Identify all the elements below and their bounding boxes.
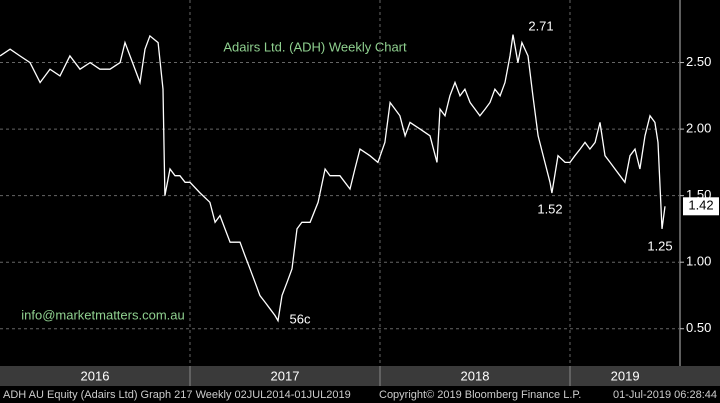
annotation: 1.25 [647,238,672,253]
chart-title: Adairs Ltd. (ADH) Weekly Chart [223,39,407,54]
annotation: 56c [290,311,311,326]
x-tick-label: 2017 [271,368,300,383]
last-price-box [683,197,719,216]
x-tick-label: 2016 [81,368,110,383]
y-tick-label: 2.00 [686,121,711,136]
x-tick-label: 2018 [461,368,490,383]
footer-left: ADH AU Equity (Adairs Ltd) Graph 217 Wee… [3,389,351,401]
watermark: info@marketmatters.com.au [21,307,184,322]
price-line [0,34,666,323]
x-tick-label: 2019 [611,368,640,383]
footer-copyright: Copyright© 2019 Bloomberg Finance L.P. [379,389,581,401]
y-tick-label: 1.00 [686,254,711,269]
footer-date: 01-Jul-2019 06:28:44 [613,389,717,401]
x-axis-band [0,366,720,386]
y-tick-label: 2.50 [686,54,711,69]
annotation: 2.71 [528,18,553,33]
last-price-label: 1.42 [688,198,713,213]
y-tick-label: 0.50 [686,320,711,335]
annotation: 1.52 [537,201,562,216]
